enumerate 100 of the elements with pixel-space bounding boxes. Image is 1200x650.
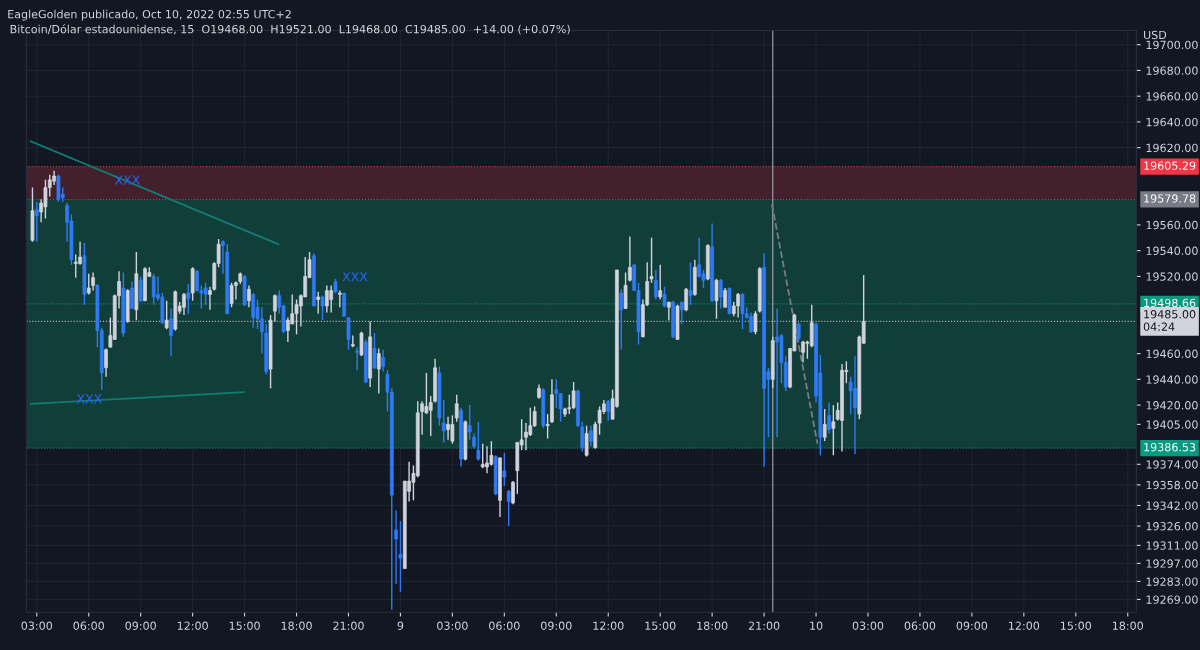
- x-tick-label: 15:00: [645, 621, 676, 630]
- y-tick-label: 19374.00: [1146, 460, 1198, 469]
- candlestick: [247, 284, 251, 308]
- candlestick: [337, 289, 342, 308]
- candlestick: [718, 278, 723, 310]
- y-tick-label: 19680.00: [1146, 66, 1198, 75]
- x-tick-label: 12:00: [593, 621, 624, 630]
- candlestick: [324, 284, 329, 314]
- chart-subtitle: Bitcoin/Dólar estadounidense, 15 O19468.00 H19521.00 L19468.00 C19485.00 +14.00 (+0.07%): [10, 24, 570, 35]
- y-tick-label: 19540.00: [1146, 246, 1198, 256]
- y-tick-label: 19311.00: [1146, 541, 1198, 550]
- candlestick: [454, 394, 459, 423]
- annotation: XXX: [342, 272, 368, 282]
- candlestick: [822, 408, 827, 442]
- candlestick: [506, 489, 511, 527]
- annotation: XXX: [76, 394, 102, 404]
- candlestick: [381, 349, 385, 373]
- y-tick-label: 19620.00: [1146, 143, 1198, 153]
- candlestick: [130, 280, 134, 310]
- candlestick: [589, 424, 593, 447]
- candlestick: [606, 399, 611, 422]
- candlestick: [619, 288, 624, 351]
- candlestick: [104, 347, 108, 378]
- y-tick-label: 19358.00: [1146, 480, 1198, 490]
- x-tick-label: 06:00: [73, 621, 105, 630]
- x-tick-label: 18:00: [697, 621, 728, 630]
- candlestick: [749, 311, 753, 334]
- candlestick: [450, 414, 455, 445]
- x-tick-label: 09:00: [956, 621, 988, 630]
- candlestick: [571, 381, 576, 410]
- candlestick: [342, 292, 347, 317]
- x-tick-label: 06:00: [489, 621, 520, 630]
- y-tick-label: 19405.00: [1146, 420, 1198, 429]
- candlestick: [355, 346, 360, 372]
- x-tick-label: 12:00: [177, 621, 208, 630]
- candlestick: [78, 240, 82, 266]
- candlestick: [329, 284, 334, 314]
- ref-line-label: 19605.29: [1144, 161, 1196, 170]
- x-tick-label: 03:00: [21, 621, 53, 630]
- candlestick: [623, 271, 628, 310]
- x-tick-label: 18:00: [1112, 621, 1144, 630]
- candlestick: [584, 424, 589, 458]
- y-tick-label: 19640.00: [1146, 117, 1198, 127]
- candlestick: [195, 269, 199, 293]
- candlestick: [723, 287, 727, 308]
- annotation: XXX: [114, 175, 140, 185]
- candlestick: [316, 291, 321, 315]
- candlestick: [346, 316, 351, 351]
- x-tick-label: 21:00: [748, 621, 780, 630]
- candlestick: [286, 316, 290, 343]
- candlestick: [203, 282, 208, 306]
- x-tick-label: 10: [810, 621, 823, 630]
- x-tick-label: 03:00: [437, 621, 468, 630]
- candlestick: [164, 300, 169, 330]
- candlestick: [684, 287, 689, 312]
- y-axis-title: USD: [1144, 30, 1167, 40]
- candlestick: [476, 421, 481, 462]
- candlestick: [658, 264, 663, 301]
- candlestick: [34, 201, 39, 243]
- y-tick-label: 19420.00: [1146, 401, 1198, 410]
- ref-line-label: 19386.53: [1144, 442, 1196, 452]
- y-tick-label: 19660.00: [1146, 92, 1198, 101]
- x-tick-label: 9: [397, 621, 404, 630]
- candlestick: [567, 394, 572, 415]
- chart-title: EagleGolden publicado, Oct 10, 2022 02:55 UTC+2: [8, 9, 291, 21]
- y-tick-label: 19283.00: [1146, 577, 1198, 586]
- x-tick-label: 09:00: [541, 621, 572, 630]
- x-tick-label: 18:00: [281, 621, 312, 630]
- y-tick-label: 19297.00: [1146, 559, 1198, 568]
- candlestick: [827, 401, 831, 435]
- candlestick: [831, 404, 836, 456]
- candlestick: [372, 332, 377, 370]
- y-tick-label: 19520.00: [1146, 272, 1198, 281]
- candlestick: [467, 404, 472, 441]
- candlestick: [56, 174, 61, 203]
- x-tick-label: 09:00: [125, 621, 156, 630]
- candlestick: [545, 413, 550, 440]
- y-tick-label: 19700.00: [1146, 40, 1198, 50]
- candlestick: [186, 283, 191, 315]
- candlestick: [43, 179, 48, 220]
- y-tick-label: 19560.00: [1146, 220, 1198, 230]
- ref-line-label: 19485.00 04:24: [1143, 310, 1196, 331]
- candlestick: [554, 378, 559, 409]
- y-tick-label: 19269.00: [1146, 595, 1198, 604]
- candlestick: [688, 261, 693, 306]
- candlestick: [376, 347, 381, 395]
- y-tick-label: 19342.00: [1146, 501, 1198, 510]
- candlestick: [350, 334, 355, 348]
- candlestick: [91, 271, 95, 292]
- candlestick: [736, 292, 740, 319]
- candlestick: [853, 355, 857, 455]
- candlestick: [480, 443, 485, 469]
- x-tick-label: 06:00: [904, 621, 936, 630]
- ref-line-label: 19498.66: [1144, 298, 1196, 308]
- candlestick: [679, 301, 684, 325]
- candlestick: [628, 235, 632, 283]
- y-tick-label: 19440.00: [1146, 375, 1198, 384]
- candlestick: [229, 282, 234, 308]
- y-tick-label: 19460.00: [1146, 349, 1198, 358]
- candlestick: [697, 237, 702, 279]
